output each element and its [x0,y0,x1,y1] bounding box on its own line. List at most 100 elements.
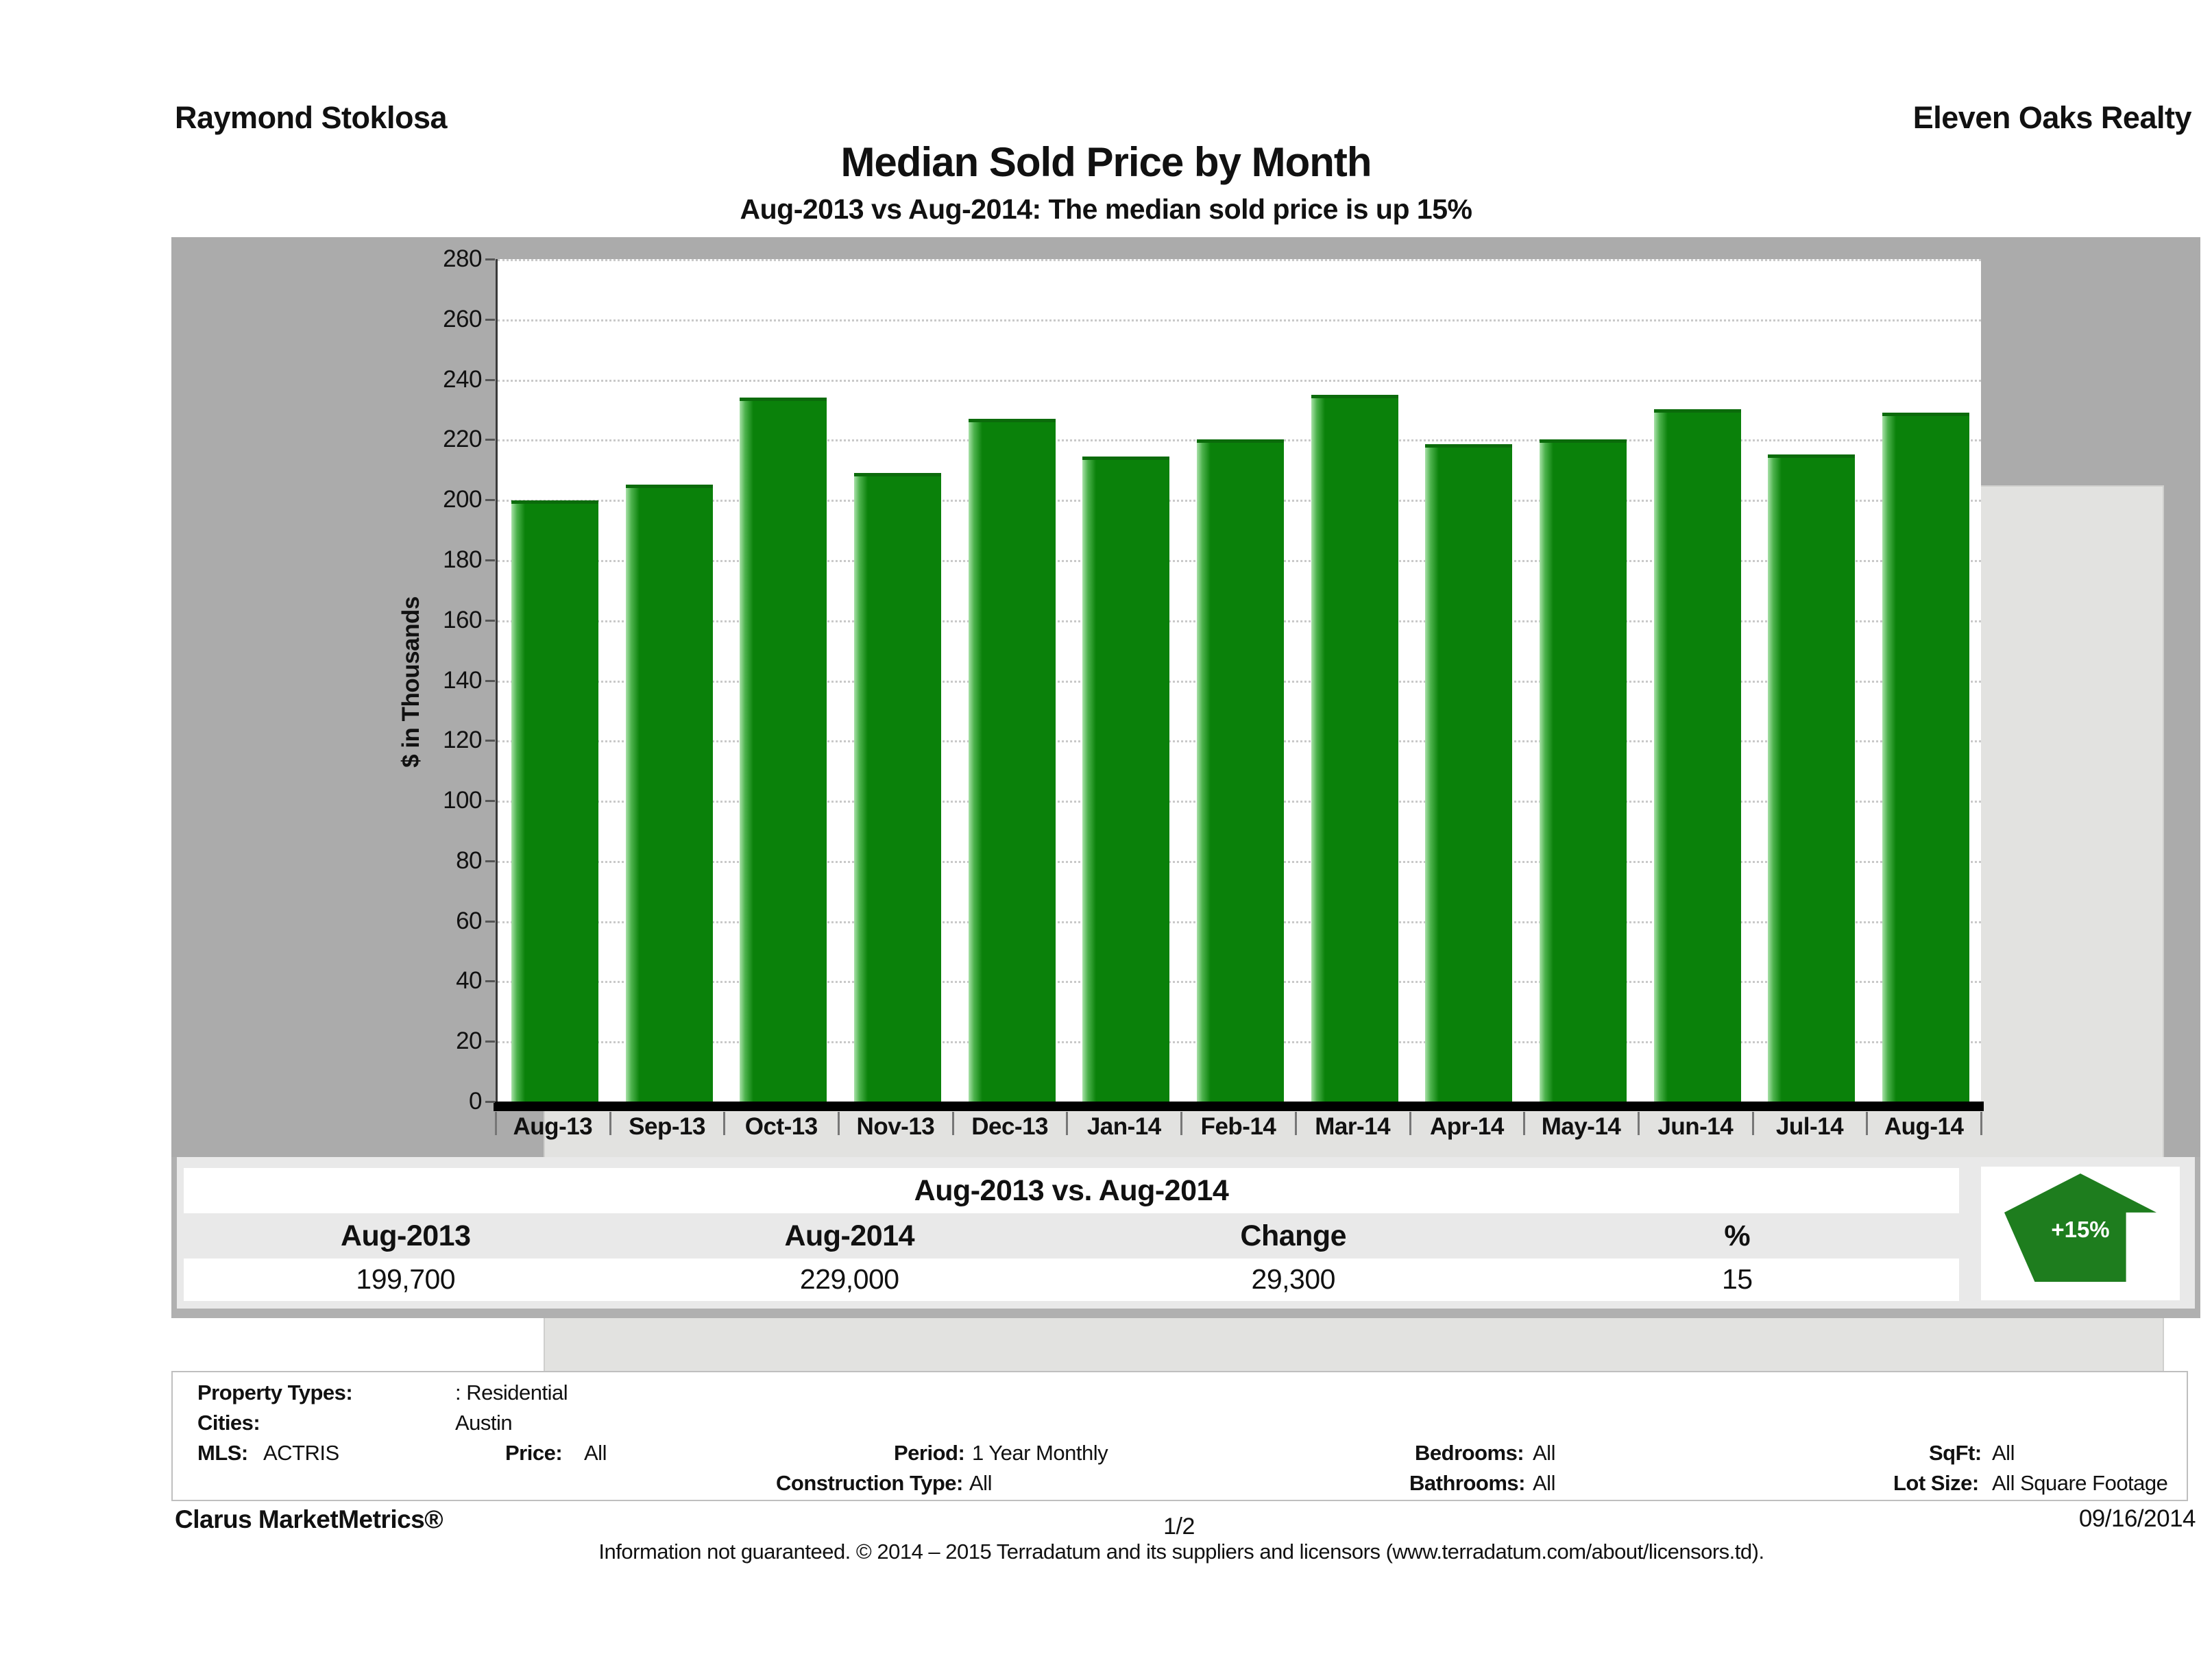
y-tick-label: 180 [443,546,482,573]
property-types-value: : Residential [455,1381,568,1405]
y-tick-label: 100 [443,787,482,814]
bedrooms-value: All [1533,1441,1555,1465]
bar-Oct-13 [740,397,827,1102]
summary-col-aug2013: Aug-2013 [340,1219,471,1252]
x-tick-separator [1523,1112,1526,1135]
sqft-label: SqFt: [1929,1441,1982,1465]
x-tick-label: Jun-14 [1657,1113,1734,1140]
y-tick-mark [485,679,495,682]
x-tick-separator [1751,1112,1754,1135]
bar-Aug-13 [511,500,598,1102]
lot-size-label: Lot Size: [1893,1471,1979,1495]
construction-type-label: Construction Type: [776,1471,963,1495]
y-tick-mark [485,980,495,983]
bar-May-14 [1540,439,1627,1102]
period-label: Period: [894,1441,965,1465]
x-tick-label: May-14 [1541,1113,1621,1140]
y-tick-mark [485,800,495,803]
construction-type-value: All [969,1471,992,1495]
bar-chart [496,259,1981,1102]
summary-panel: Aug-2013 vs. Aug-2014 Aug-2013 Aug-2014 … [171,1157,2200,1318]
summary-value-change: 29,300 [1251,1263,1336,1295]
x-tick-separator [1980,1112,1982,1135]
summary-table-values: 199,700 229,000 29,300 15 [184,1258,1959,1301]
mls-label: MLS: [197,1441,248,1465]
summary-value-percent: 15 [1721,1263,1753,1295]
y-tick-mark [485,740,495,742]
bar-Feb-14 [1197,439,1284,1102]
summary-col-change: Change [1240,1219,1347,1252]
y-tick-label: 60 [456,907,482,934]
bar-Aug-14 [1882,412,1970,1102]
y-tick-label: 40 [456,967,482,995]
period-value: 1 Year Monthly [972,1441,1108,1465]
x-tick-separator [951,1112,954,1135]
chart-title: Median Sold Price by Month [840,139,1372,185]
x-tick-separator [723,1112,726,1135]
product-brand: Clarus MarketMetrics® [175,1505,443,1533]
x-tick-label: Aug-13 [513,1113,593,1140]
sqft-value: All [1992,1441,2015,1465]
bar-Mar-14 [1311,394,1398,1102]
agent-name: Raymond Stoklosa [175,100,448,135]
chart-subtitle: Aug-2013 vs Aug-2014: The median sold pr… [740,193,1472,225]
summary-table-header: Aug-2013 Aug-2014 Change % [184,1215,1959,1258]
y-tick-label: 20 [456,1028,482,1055]
y-tick-label: 80 [456,847,482,874]
x-tick-label: Sep-13 [629,1113,705,1140]
disclaimer-text: Information not guaranteed. © 2014 – 201… [598,1540,1764,1564]
y-tick-label: 260 [443,305,482,332]
bar-Dec-13 [968,418,1056,1102]
y-tick-mark [485,439,495,441]
bar-Jun-14 [1653,409,1741,1102]
report-date: 09/16/2014 [2078,1505,2196,1532]
y-tick-mark [485,860,495,862]
lot-size-value: All Square Footage [1992,1471,2168,1495]
summary-value-aug2014: 229,000 [799,1263,899,1295]
x-tick-label: Nov-13 [856,1113,935,1140]
x-tick-separator [1409,1112,1411,1135]
x-tick-label: Dec-13 [971,1113,1048,1140]
x-tick-separator [1294,1112,1297,1135]
summary-table-title: Aug-2013 vs. Aug-2014 [184,1168,1959,1213]
y-tick-label: 120 [443,727,482,754]
x-tick-label: Apr-14 [1429,1113,1504,1140]
summary-col-aug2014: Aug-2014 [784,1219,915,1252]
bathrooms-value: All [1533,1471,1555,1495]
bar-Nov-13 [853,472,941,1102]
x-tick-separator [838,1112,840,1135]
up-arrow-icon: +15% [2004,1174,2156,1282]
y-tick-label: 160 [443,606,482,633]
bar-Sep-13 [625,485,713,1102]
bar-Jan-14 [1082,456,1170,1102]
x-tick-label: Mar-14 [1315,1113,1391,1140]
property-types-label: Property Types: [197,1381,353,1405]
page-number: 1/2 [1163,1513,1195,1540]
price-value: All [584,1441,607,1465]
y-tick-label: 200 [443,486,482,513]
grid-line [498,319,1981,321]
x-tick-separator [1637,1112,1640,1135]
y-tick-mark [485,318,495,321]
bedrooms-label: Bedrooms: [1415,1441,1524,1465]
x-tick-label: Oct-13 [744,1113,818,1140]
x-tick-label: Jan-14 [1086,1113,1161,1140]
agency-name: Eleven Oaks Realty [1912,100,2192,135]
x-tick-separator [1066,1112,1069,1135]
filters-box: Property Types: : Residential Cities: Au… [171,1371,2188,1501]
summary-value-aug2013: 199,700 [356,1263,456,1295]
y-tick-label: 0 [469,1088,482,1115]
bar-Apr-14 [1425,443,1513,1102]
y-tick-mark [485,258,495,260]
summary-col-percent: % [1724,1219,1751,1252]
x-tick-label: Jul-14 [1775,1113,1844,1140]
y-tick-label: 280 [443,245,482,272]
x-tick-label: Feb-14 [1200,1113,1276,1140]
x-tick-separator [1866,1112,1869,1135]
x-tick-separator [495,1112,497,1135]
mls-value: ACTRIS [263,1441,339,1465]
bathrooms-label: Bathrooms: [1409,1471,1525,1495]
y-tick-mark [485,499,495,502]
summary-inner: Aug-2013 vs. Aug-2014 Aug-2013 Aug-2014 … [177,1157,2195,1309]
